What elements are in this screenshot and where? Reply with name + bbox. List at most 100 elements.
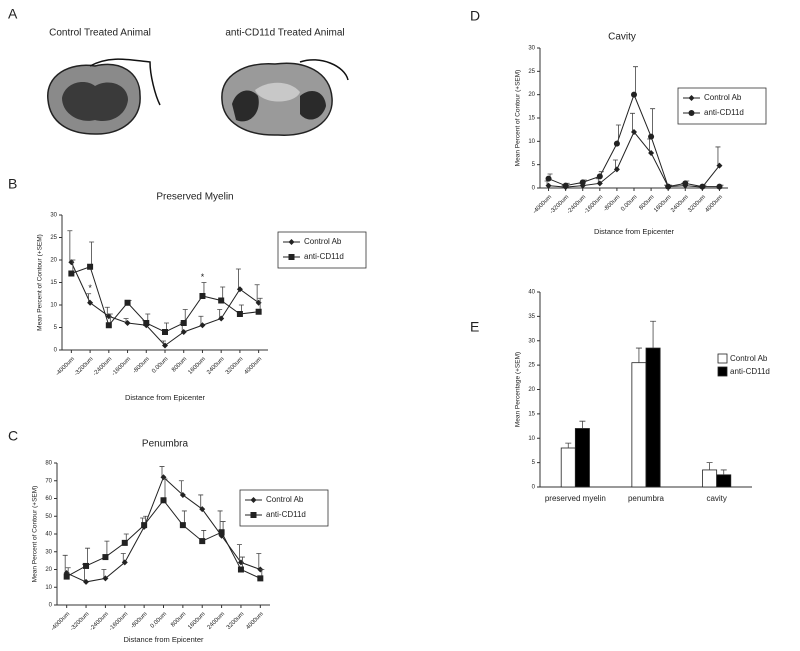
chart-title: Preserved Myelin xyxy=(156,192,233,203)
y-tick-label: 70 xyxy=(45,478,52,484)
y-tick-label: 20 xyxy=(50,258,57,264)
error-bar xyxy=(198,494,204,510)
x-tick-label: 1600um xyxy=(187,356,207,376)
x-tick-label: -4000um xyxy=(50,611,71,632)
x-tick-label: 1600um xyxy=(187,611,207,631)
y-tick-label: 10 xyxy=(50,303,57,309)
legend-box xyxy=(677,87,767,125)
marker xyxy=(631,91,637,98)
panel-label: A xyxy=(8,6,18,22)
marker xyxy=(596,180,603,187)
x-tick-label: 0.00um xyxy=(150,611,168,629)
marker xyxy=(288,239,295,245)
x-tick-label: -4000um xyxy=(55,356,76,377)
marker xyxy=(180,329,187,335)
legend-label: Control Ab xyxy=(730,354,768,363)
marker xyxy=(218,297,225,304)
marker xyxy=(102,554,109,561)
marker xyxy=(648,150,655,156)
x-tick-label: 1600um xyxy=(653,194,673,214)
legend-label: anti-CD11d xyxy=(730,367,770,376)
error-bar xyxy=(67,230,73,263)
y-tick-label: 20 xyxy=(45,567,52,573)
x-tick-label: -2400um xyxy=(92,356,113,377)
tissue-image xyxy=(47,58,161,135)
legend-box xyxy=(277,231,367,269)
y-tick-label: 60 xyxy=(45,496,52,502)
panel-label: C xyxy=(8,428,18,444)
marker xyxy=(218,315,225,322)
marker xyxy=(255,308,262,315)
y-tick-label: 5 xyxy=(54,325,58,331)
marker xyxy=(613,166,620,173)
error-bar xyxy=(86,293,92,303)
x-axis-title: Distance from Epicenter xyxy=(125,393,206,402)
legend-box xyxy=(239,489,329,527)
x-tick-label: 800um xyxy=(170,611,187,628)
y-tick-label: 15 xyxy=(528,411,535,417)
chart-title: Penumbra xyxy=(142,439,189,450)
marker xyxy=(288,254,295,260)
y-tick-label: 40 xyxy=(528,290,535,296)
error-bar xyxy=(162,478,168,501)
error-bar xyxy=(612,159,618,170)
x-tick-label: 4000um xyxy=(704,194,724,214)
error-bar xyxy=(635,347,642,363)
marker xyxy=(613,140,620,147)
x-tick-label: penumbra xyxy=(628,494,665,503)
marker xyxy=(162,342,168,349)
series-line xyxy=(548,131,720,188)
marker xyxy=(688,95,695,101)
y-tick-label: 0 xyxy=(54,348,58,354)
marker xyxy=(160,497,167,504)
marker xyxy=(162,329,168,335)
x-tick-label: -1600um xyxy=(111,356,132,377)
x-tick-label: 3200um xyxy=(226,611,246,631)
x-tick-label: cavity xyxy=(706,494,726,503)
image-title: anti-CD11d Treated Animal xyxy=(225,28,344,39)
legend-label: Control Ab xyxy=(304,237,342,246)
panel-label: E xyxy=(470,319,479,335)
error-bar xyxy=(254,284,260,303)
bar xyxy=(574,428,590,488)
marker xyxy=(716,162,723,169)
y-axis-title: Mean Percent of Contour (+SEM) xyxy=(515,70,522,167)
error-bar xyxy=(89,241,95,267)
marker xyxy=(199,293,206,299)
y-tick-label: 5 xyxy=(532,162,536,168)
x-tick-label: 0.00um xyxy=(620,194,638,212)
marker xyxy=(545,182,552,189)
series-line xyxy=(71,266,259,333)
x-tick-label: -800um xyxy=(132,356,151,375)
marker xyxy=(545,175,552,182)
y-tick-label: 80 xyxy=(45,461,52,467)
error-bar xyxy=(650,320,657,349)
marker xyxy=(199,322,206,329)
marker xyxy=(105,322,112,329)
marker xyxy=(648,133,655,140)
marker xyxy=(199,506,206,513)
marker xyxy=(68,270,75,277)
tissue-image xyxy=(221,59,349,136)
x-tick-label: -800um xyxy=(603,194,622,213)
marker xyxy=(143,320,150,326)
y-tick-label: 30 xyxy=(45,549,52,555)
y-axis-title: Mean Percent of Contour (+SEM) xyxy=(32,486,39,583)
x-tick-label: -1600um xyxy=(583,194,604,215)
error-bar xyxy=(565,442,572,448)
x-tick-label: 800um xyxy=(171,356,188,373)
legend-label: Control Ab xyxy=(704,93,742,102)
marker xyxy=(596,173,603,180)
y-tick-label: 30 xyxy=(50,213,57,219)
x-tick-label: 2400um xyxy=(207,611,227,631)
x-tick-label: 0.00um xyxy=(151,356,169,374)
y-tick-label: 0 xyxy=(532,485,536,491)
marker xyxy=(665,183,672,190)
y-tick-label: 50 xyxy=(45,514,52,520)
legend-swatch xyxy=(717,353,728,364)
marker xyxy=(218,529,225,536)
chart-title: Cavity xyxy=(608,32,636,43)
y-tick-label: 20 xyxy=(528,387,535,393)
series-line xyxy=(66,476,261,583)
marker xyxy=(87,299,94,306)
